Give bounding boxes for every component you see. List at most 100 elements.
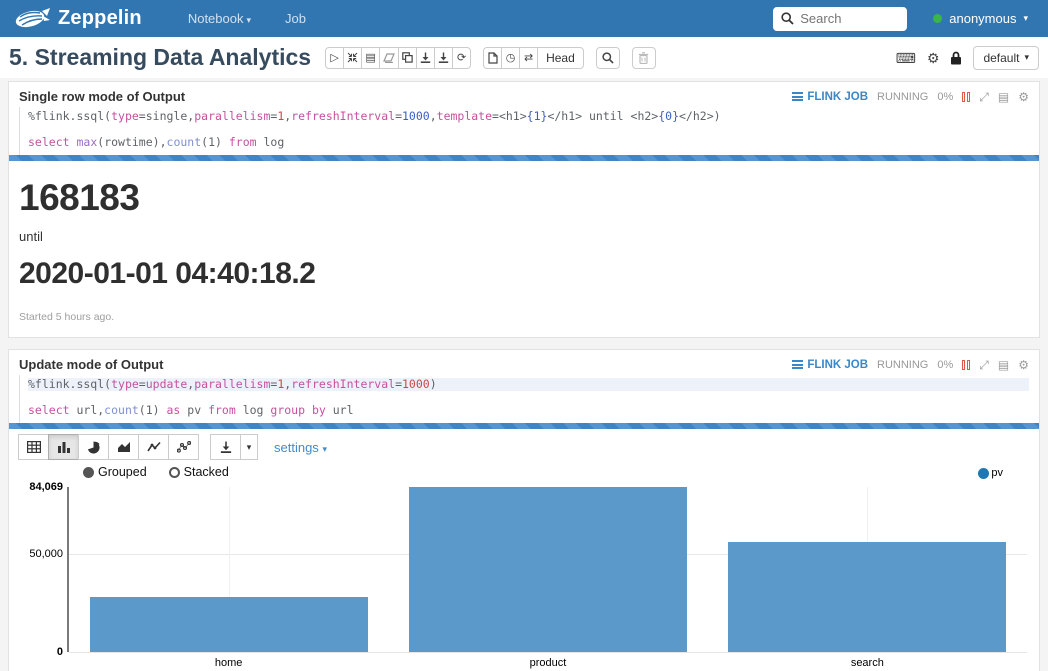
legend-item-pv[interactable]: pv <box>978 467 1003 479</box>
tasks-icon <box>792 92 804 101</box>
code-line[interactable]: %flink.ssql(type=update,parallelism=1,re… <box>28 378 1029 391</box>
book-icon[interactable]: ▤ <box>997 357 1010 372</box>
delete-note-button[interactable] <box>631 46 656 69</box>
pause-button[interactable] <box>962 359 971 370</box>
paragraph-title: Single row mode of Output <box>19 89 186 104</box>
code-token: = <box>270 377 278 391</box>
scheduler-button[interactable]: ◷ <box>501 46 521 69</box>
code-token: = <box>270 109 278 123</box>
code-token: = <box>138 109 146 123</box>
code-editor[interactable]: %flink.ssql(type=single,parallelism=1,re… <box>19 107 1029 155</box>
code-token: </h2>) <box>679 109 721 123</box>
online-status-dot <box>933 14 943 23</box>
chevron-down-icon: ▾ <box>1024 52 1029 62</box>
head-revision-button[interactable]: Head <box>537 46 584 69</box>
note-actions-group: ▷ ▤ ⟳ <box>325 46 472 69</box>
v-gridline <box>228 487 230 652</box>
code-token: =<h1> <box>492 109 527 123</box>
chart-settings-link[interactable]: settings ▾ <box>274 439 327 455</box>
navbar: Zeppelin Notebook▾ Job anonymous ▾ <box>0 0 1048 37</box>
code-token: as <box>166 403 181 417</box>
run-all-button[interactable]: ▷ <box>325 46 345 69</box>
download-options-caret[interactable]: ▾ <box>240 434 258 460</box>
code-token: {1} <box>526 109 548 123</box>
nav-item-notebook[interactable]: Notebook ▾ <box>187 11 252 26</box>
file-icon <box>487 51 498 64</box>
user-menu[interactable]: anonymous ▾ <box>933 11 1028 26</box>
expand-icon[interactable]: ⤢ <box>979 357 989 372</box>
gear-icon[interactable]: ⚙ <box>926 49 940 66</box>
search-code-button[interactable] <box>595 46 620 69</box>
code-token: , <box>187 109 195 123</box>
area-chart-button[interactable] <box>108 434 139 460</box>
bar-home[interactable] <box>89 597 368 652</box>
code-token: 1000 <box>402 109 430 123</box>
code-token: parallelism <box>194 377 271 391</box>
code-line[interactable]: select url,count(1) as pv from log group… <box>28 404 1029 417</box>
code-token: (1) <box>138 403 167 417</box>
clone-note-button[interactable] <box>398 46 418 69</box>
code-token: (1) <box>201 135 229 149</box>
table-view-button[interactable] <box>18 434 49 460</box>
reload-button[interactable]: ⟳ <box>452 46 472 69</box>
export-note-button[interactable] <box>416 46 436 69</box>
paragraph-update-mode: Update mode of Output FLINK JOB RUNNING … <box>8 349 1040 671</box>
code-line[interactable]: %flink.ssql(type=single,parallelism=1,re… <box>28 110 1029 123</box>
import-note-button[interactable] <box>434 46 454 69</box>
nav-item-job[interactable]: Job <box>285 11 306 26</box>
flink-job-link[interactable]: FLINK JOB <box>792 91 868 103</box>
code-token: refreshInterval <box>291 109 396 123</box>
code-token: update <box>145 377 188 391</box>
lock-icon[interactable] <box>950 51 962 65</box>
navbar-search[interactable] <box>773 6 908 31</box>
y-tick-label: 84,069 <box>29 481 63 493</box>
bar-search[interactable] <box>728 542 1007 652</box>
zeppelin-logo-icon <box>14 7 50 31</box>
code-token: template <box>436 109 493 123</box>
code-token: url, <box>69 403 105 417</box>
code-token: %flink.ssql( <box>28 377 112 391</box>
code-token: ) <box>429 377 437 391</box>
collapse-code-button[interactable] <box>343 46 363 69</box>
code-token: select <box>28 135 70 149</box>
bar-chart-button[interactable] <box>48 434 79 460</box>
keyboard-shortcuts-icon[interactable]: ⌨ <box>895 49 916 66</box>
gear-icon[interactable]: ⚙ <box>1018 357 1029 372</box>
download-data-button[interactable] <box>210 434 241 460</box>
pause-button[interactable] <box>962 91 971 102</box>
bar-product[interactable] <box>409 487 687 652</box>
clone-icon <box>402 52 413 63</box>
shrink-icon <box>347 52 358 63</box>
toggle-output-button[interactable]: ▤ <box>361 46 381 69</box>
expand-icon[interactable]: ⤢ <box>979 89 989 104</box>
line-chart-button[interactable] <box>138 434 169 460</box>
gear-icon[interactable]: ⚙ <box>1018 89 1029 104</box>
scatter-chart-button[interactable] <box>168 434 199 460</box>
revisions-compare-button[interactable]: ⇄ <box>519 46 539 69</box>
zeppelin-brand[interactable]: Zeppelin <box>14 7 142 31</box>
clear-output-button[interactable] <box>379 46 400 69</box>
pie-chart-button[interactable] <box>78 434 109 460</box>
book-icon[interactable]: ▤ <box>997 89 1010 104</box>
grouped-radio[interactable]: Grouped <box>83 465 147 479</box>
code-token: log <box>256 135 285 149</box>
export-file-button[interactable] <box>483 46 503 69</box>
code-line[interactable]: select max(rowtime),count(1) from log <box>28 136 1029 149</box>
y-axis-line <box>67 487 69 652</box>
paragraph-single-row-mode: Single row mode of Output FLINK JOB RUNN… <box>8 81 1040 338</box>
code-token: from <box>228 135 257 149</box>
code-editor[interactable]: %flink.ssql(type=update,parallelism=1,re… <box>19 375 1029 423</box>
flink-job-link[interactable]: FLINK JOB <box>792 359 868 371</box>
code-token: 1 <box>277 377 285 391</box>
tasks-icon <box>792 360 804 369</box>
search-input[interactable] <box>800 11 891 26</box>
chart-toolbar: ▾ settings ▾ <box>9 429 1039 464</box>
timestamp-value: 2020-01-01 04:40:18.2 <box>19 257 316 290</box>
refresh-icon: ⟳ <box>456 52 467 64</box>
note-title[interactable]: 5. Streaming Data Analytics <box>9 44 312 70</box>
interpreter-binding-dropdown[interactable]: default ▾ <box>973 45 1039 70</box>
stacked-radio[interactable]: Stacked <box>168 465 229 479</box>
y-tick-label: 50,000 <box>29 547 63 560</box>
code-token: type <box>111 109 139 123</box>
username: anonymous <box>949 11 1017 26</box>
